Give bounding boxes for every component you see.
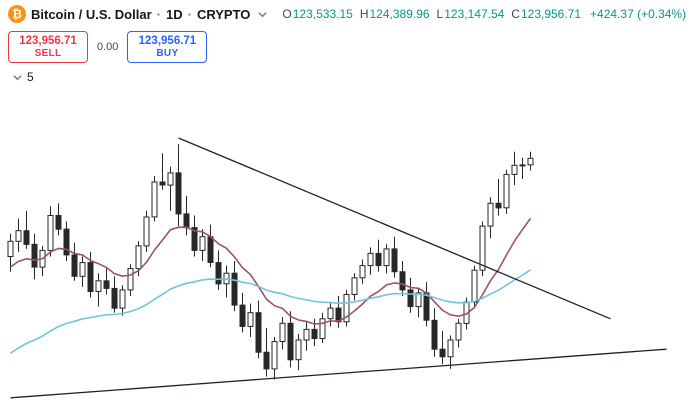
open-value: 123,533.15: [292, 7, 353, 21]
close-label: C: [511, 7, 520, 21]
chart-area[interactable]: [0, 100, 700, 416]
separator-dot: ·: [187, 6, 192, 22]
low-value: 123,147.54: [444, 7, 505, 21]
chevron-down-icon[interactable]: [255, 7, 269, 21]
buy-button[interactable]: 123,956.71 BUY: [127, 31, 208, 63]
price-chart[interactable]: [0, 100, 700, 416]
close-value: 123,956.71: [520, 7, 582, 21]
separator-dot: ·: [156, 6, 161, 22]
legend-collapse-control[interactable]: 5: [0, 66, 700, 88]
buy-label: BUY: [156, 47, 179, 59]
low-label: L: [436, 7, 444, 21]
symbol-title[interactable]: Bitcoin / U.S. Dollar: [31, 6, 152, 22]
change-value: +424.37 (+0.34%): [590, 7, 687, 21]
sell-button[interactable]: 123,956.71 SELL: [8, 31, 88, 63]
exchange-label: CRYPTO: [196, 6, 251, 22]
spread-value: 0.00: [97, 41, 119, 53]
high-label: H: [359, 7, 369, 21]
buy-price: 123,956.71: [138, 34, 197, 47]
high-value: 124,389.96: [369, 7, 430, 21]
bitcoin-logo-icon: ₿: [8, 5, 26, 23]
trade-panel: 123,956.71 SELL 0.00 123,956.71 BUY: [0, 28, 700, 66]
sell-price: 123,956.71: [19, 34, 77, 47]
open-label: O: [282, 7, 292, 21]
sell-label: SELL: [34, 47, 62, 59]
interval-selector[interactable]: 1D: [165, 6, 183, 22]
indicator-count: 5: [27, 70, 34, 84]
chevron-down-icon: [10, 70, 24, 84]
ohlc-readout: O 123,533.15 H 124,389.96 L 123,147.54 C 123…: [282, 7, 686, 21]
